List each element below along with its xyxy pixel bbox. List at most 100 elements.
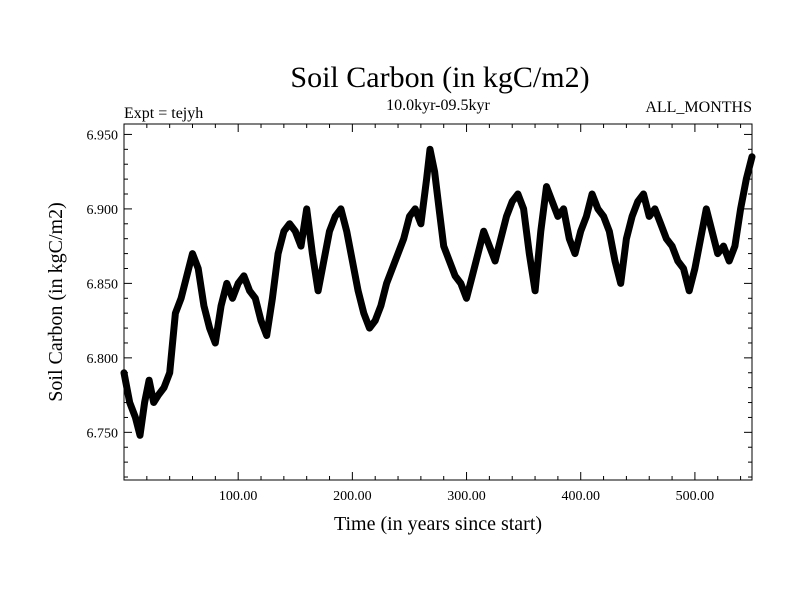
series-point bbox=[408, 214, 411, 218]
series-point bbox=[482, 229, 486, 233]
series-point bbox=[356, 289, 360, 293]
series-point bbox=[316, 289, 320, 293]
series-point bbox=[276, 252, 280, 256]
series-point bbox=[265, 334, 269, 337]
series-point bbox=[647, 214, 651, 218]
series-point bbox=[499, 237, 503, 241]
series-point bbox=[567, 237, 571, 241]
series-point bbox=[459, 281, 463, 285]
series-point bbox=[527, 252, 531, 256]
series-point bbox=[670, 244, 674, 248]
series-point bbox=[739, 207, 743, 211]
series-point bbox=[733, 244, 737, 248]
series-point bbox=[202, 304, 206, 308]
series-point bbox=[428, 147, 432, 151]
series-point bbox=[636, 200, 640, 203]
series-point bbox=[270, 296, 274, 300]
chart-title: Soil Carbon (in kgC/m2) bbox=[290, 61, 589, 94]
series-point bbox=[219, 304, 223, 308]
series-point bbox=[208, 326, 212, 330]
series-point bbox=[487, 244, 491, 248]
series-point bbox=[727, 259, 731, 263]
series-point bbox=[138, 433, 142, 437]
y-axis-label: Soil Carbon (in kgC/m2) bbox=[45, 202, 67, 401]
y-tick-label: 6.950 bbox=[87, 128, 119, 143]
series-point bbox=[722, 244, 725, 248]
series-point bbox=[333, 214, 337, 218]
series-point bbox=[493, 259, 497, 263]
series-point bbox=[744, 177, 748, 181]
series-point bbox=[282, 229, 286, 233]
series-point bbox=[590, 192, 594, 196]
series-point bbox=[396, 252, 400, 256]
series-point bbox=[339, 207, 343, 211]
series-point bbox=[191, 252, 194, 256]
x-tick-label: 100.00 bbox=[219, 489, 258, 504]
series-point bbox=[465, 296, 468, 300]
series-point bbox=[147, 378, 151, 382]
series-point bbox=[185, 274, 189, 278]
series-point bbox=[642, 192, 645, 196]
series-point bbox=[693, 267, 697, 270]
series-point bbox=[133, 415, 137, 419]
series-point bbox=[168, 371, 172, 375]
series-point bbox=[259, 319, 263, 323]
series-point bbox=[624, 237, 628, 241]
series-point bbox=[676, 259, 680, 263]
series-point bbox=[162, 386, 166, 390]
series-point bbox=[579, 229, 583, 233]
series-point bbox=[152, 401, 156, 404]
series-point bbox=[516, 192, 520, 196]
series-point bbox=[453, 274, 457, 278]
series-point bbox=[602, 214, 606, 218]
series-point bbox=[231, 296, 234, 300]
series-point bbox=[664, 237, 668, 241]
experiment-label: Expt = tejyh bbox=[124, 105, 203, 122]
series-point bbox=[368, 326, 371, 330]
series-point bbox=[373, 319, 377, 323]
series-point bbox=[390, 267, 394, 270]
series-point bbox=[522, 207, 526, 211]
ticks-layer: 6.750 6.800 6.850 6.900 6.950 100.00 200.00 300… bbox=[87, 124, 752, 504]
series-point bbox=[242, 274, 246, 278]
series-point bbox=[253, 296, 257, 300]
y-tick-label: 6.900 bbox=[87, 203, 119, 218]
series-point bbox=[179, 296, 183, 300]
x-tick-label: 200.00 bbox=[333, 489, 372, 504]
series-point bbox=[584, 214, 588, 218]
series-point bbox=[539, 229, 543, 233]
series-point bbox=[196, 267, 200, 270]
series-point bbox=[305, 207, 309, 211]
months-label: ALL_MONTHS bbox=[645, 99, 752, 116]
series-point bbox=[437, 207, 441, 211]
series-layer bbox=[120, 145, 756, 439]
series-point bbox=[442, 244, 446, 248]
series-point bbox=[156, 393, 160, 397]
series-point bbox=[425, 177, 429, 181]
series-point bbox=[476, 252, 480, 256]
y-tick-label: 6.750 bbox=[87, 426, 119, 441]
series-point bbox=[659, 222, 663, 226]
series-point bbox=[288, 222, 292, 226]
y-tick-label: 6.850 bbox=[87, 277, 119, 292]
series-point bbox=[687, 289, 691, 293]
series-point bbox=[379, 304, 383, 308]
series-point bbox=[225, 281, 229, 285]
series-point bbox=[505, 214, 508, 218]
series-point bbox=[545, 185, 548, 189]
series-point bbox=[447, 259, 451, 263]
series-point bbox=[562, 207, 566, 211]
series-point bbox=[613, 259, 617, 263]
series-point bbox=[385, 281, 389, 285]
series-point bbox=[653, 207, 657, 211]
series-line bbox=[123, 148, 753, 437]
series-point bbox=[607, 229, 611, 233]
series-point bbox=[236, 281, 240, 285]
series-point bbox=[328, 229, 331, 233]
series-point bbox=[573, 252, 577, 256]
series-point bbox=[682, 267, 685, 270]
series-point bbox=[550, 200, 554, 203]
series-point bbox=[433, 170, 437, 174]
series-point bbox=[362, 311, 366, 315]
